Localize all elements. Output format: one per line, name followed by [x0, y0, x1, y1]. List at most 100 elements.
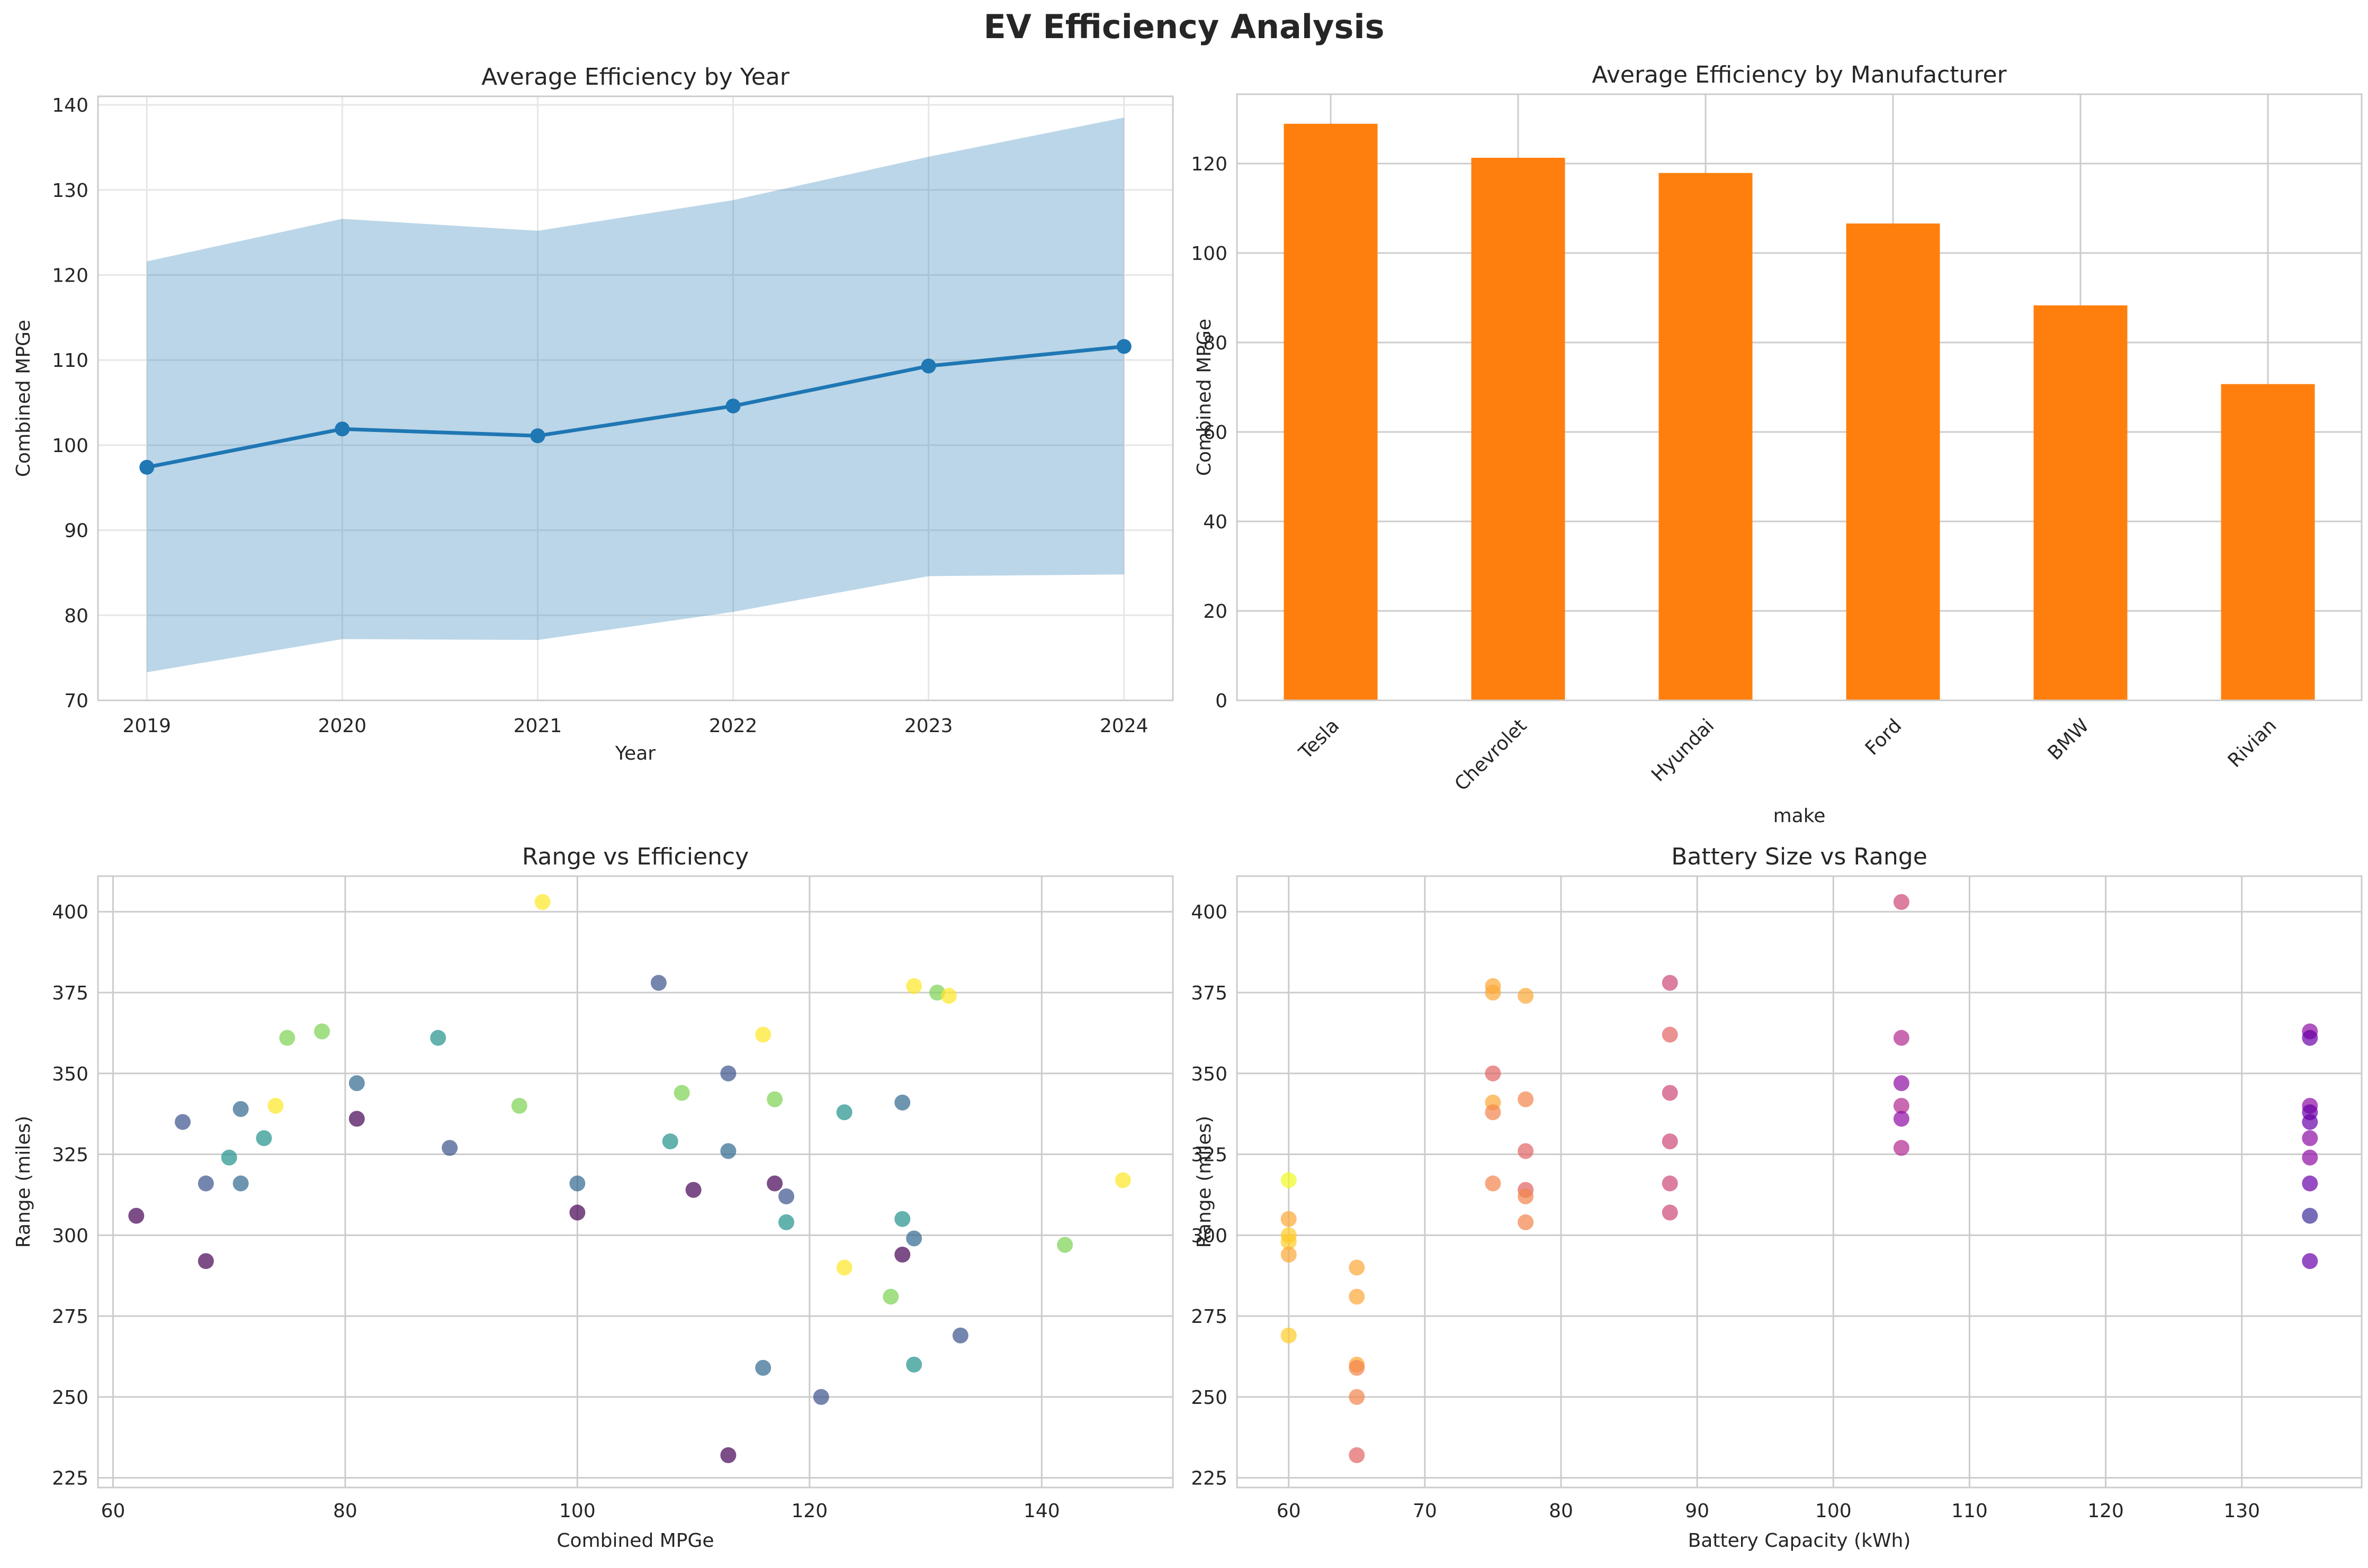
range_eff-point: [198, 1175, 214, 1192]
year-ytick-label: 120: [52, 265, 88, 286]
year-point: [725, 398, 741, 413]
range_eff-point: [175, 1114, 191, 1130]
battery-point: [1893, 1075, 1909, 1092]
battery-point: [1280, 1211, 1297, 1227]
battery-point: [1349, 1447, 1365, 1463]
range_eff-point: [952, 1327, 968, 1344]
make-bar-hyundai: [1658, 173, 1753, 700]
battery-xtick-label: 70: [1413, 1500, 1437, 1522]
range_eff-xtick-label: 140: [1024, 1500, 1060, 1522]
range_eff-point: [720, 1065, 737, 1082]
make-ytick-label: 60: [1203, 422, 1227, 444]
battery-ytick-label: 325: [1191, 1145, 1227, 1166]
range_eff-point: [894, 1094, 911, 1111]
battery-point: [1518, 1188, 1534, 1204]
make-ytick-label: 40: [1203, 511, 1227, 533]
year-title: Average Efficiency by Year: [481, 64, 790, 91]
range_eff-ytick-label: 275: [52, 1306, 88, 1328]
range_eff-point: [128, 1207, 145, 1224]
range_eff-point: [442, 1140, 458, 1156]
range_eff-ytick-label: 350: [52, 1064, 88, 1085]
battery-xtick-label: 60: [1277, 1500, 1301, 1522]
battery-point: [1662, 1204, 1678, 1221]
battery-point: [1349, 1359, 1365, 1376]
make-ytick-label: 20: [1203, 601, 1227, 623]
range_eff-point: [720, 1447, 737, 1463]
range_eff-ytick-label: 325: [52, 1145, 88, 1166]
range_eff-point: [1115, 1172, 1131, 1188]
battery-point: [2302, 1253, 2318, 1269]
battery-point: [1280, 1247, 1297, 1263]
battery-xtick-label: 110: [1951, 1500, 1988, 1522]
range_eff-point: [906, 978, 922, 994]
range_eff-xtick-label: 120: [791, 1500, 828, 1522]
range_eff-point: [720, 1143, 737, 1159]
make-title: Average Efficiency by Manufacturer: [1592, 61, 2007, 88]
year-series-line: [146, 344, 1125, 470]
range_eff-point: [534, 894, 551, 910]
battery-xtick-label: 120: [2087, 1500, 2124, 1522]
make-bar-ford: [1846, 223, 1940, 700]
battery-ytick-label: 400: [1191, 902, 1227, 923]
battery-point: [2302, 1114, 2318, 1130]
battery-point: [1893, 1111, 1909, 1127]
range_eff-point: [883, 1288, 899, 1305]
year-point: [921, 358, 936, 374]
year-std-band: [147, 118, 1124, 672]
range_eff-axes-frame: [97, 875, 1174, 1489]
battery-point: [1518, 1091, 1534, 1107]
range_eff-point: [894, 1247, 911, 1263]
make-bar-chevrolet: [1471, 157, 1565, 700]
battery-point: [2302, 1149, 2318, 1166]
range_eff-point: [755, 1026, 772, 1043]
battery-point: [1662, 1026, 1678, 1043]
range_eff-point: [1057, 1237, 1073, 1253]
range_eff-point: [674, 1085, 690, 1101]
battery-point: [1893, 1140, 1909, 1156]
range_eff-title: Range vs Efficiency: [522, 843, 749, 870]
battery-point: [1662, 975, 1678, 991]
battery-point: [1662, 1085, 1678, 1101]
year-point: [335, 421, 350, 437]
year-point: [530, 428, 545, 444]
battery-point: [1485, 1104, 1501, 1121]
range_eff-point: [221, 1149, 237, 1166]
range_eff-point: [511, 1097, 527, 1114]
battery-xtick-label: 90: [1685, 1500, 1709, 1522]
battery-axes-frame: [1236, 875, 2363, 1489]
battery-point: [1662, 1133, 1678, 1150]
year-point: [139, 459, 155, 475]
make-ylabel: Combined MPGe: [1194, 319, 1215, 476]
make-xtick-label: Ford: [1861, 715, 1906, 759]
range_eff-point: [279, 1030, 295, 1046]
range_eff-point: [940, 988, 957, 1004]
range_eff-point: [778, 1188, 794, 1204]
battery-point: [2302, 1207, 2318, 1224]
range_eff-point: [836, 1104, 853, 1121]
year-xtick-label: 2023: [904, 715, 953, 737]
range_eff-point: [314, 1023, 330, 1040]
range_eff-point: [778, 1214, 794, 1230]
range_eff-point: [906, 1230, 922, 1247]
range_eff-ytick-label: 400: [52, 902, 88, 923]
range_eff-ytick-label: 225: [52, 1468, 88, 1490]
battery-point: [1485, 1175, 1501, 1192]
range_eff-ytick-label: 375: [52, 983, 88, 1004]
make-xtick-label: Rivian: [2224, 715, 2281, 772]
range_eff-point: [232, 1101, 249, 1117]
battery-point: [1662, 1175, 1678, 1192]
year-xtick-label: 2022: [709, 715, 758, 737]
battery-xlabel: Battery Capacity (kWh): [1688, 1530, 1911, 1552]
battery-point: [1485, 985, 1501, 1001]
battery-point: [1893, 1097, 1909, 1114]
range_eff-point: [569, 1204, 586, 1221]
year-ytick-label: 90: [64, 520, 88, 542]
year-xtick-label: 2020: [318, 715, 367, 737]
range_eff-ytick-label: 300: [52, 1225, 88, 1247]
battery-ytick-label: 300: [1191, 1225, 1227, 1247]
range_eff-point: [767, 1175, 783, 1192]
year-ytick-label: 80: [64, 605, 88, 627]
battery-point: [2302, 1175, 2318, 1192]
make-bar-tesla: [1284, 123, 1378, 700]
year-ytick-label: 110: [52, 350, 88, 372]
